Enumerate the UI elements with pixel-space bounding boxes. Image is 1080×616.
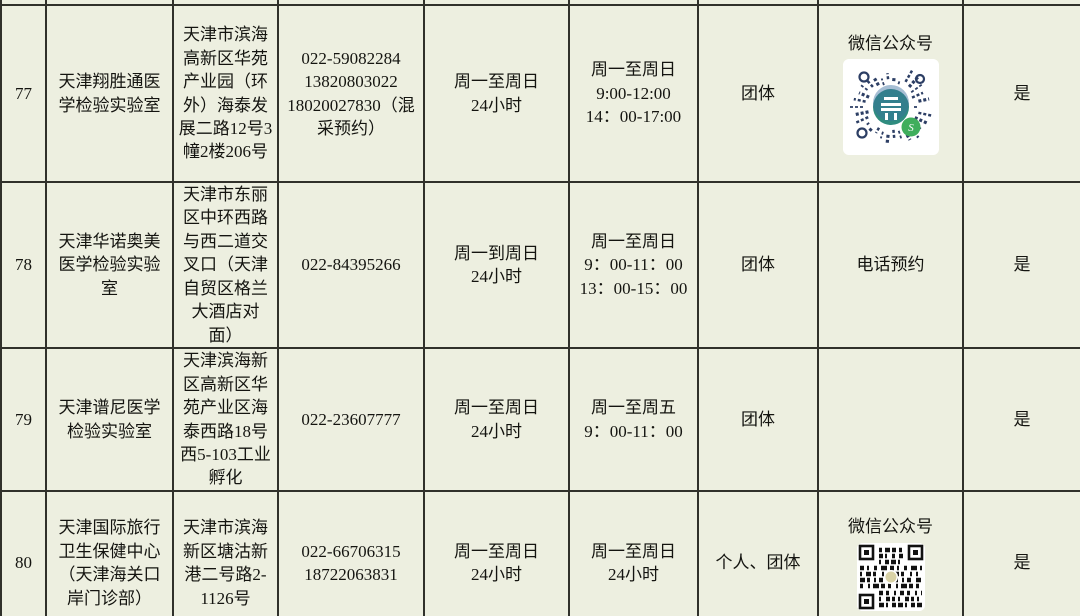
booking-method-cell: 微信公众号 S [817, 4, 964, 183]
booking-method-label: 微信公众号 [848, 517, 933, 537]
service-hours-cell: 周一到周日 24小时 [423, 180, 570, 350]
service-hours-cell: 周一至周日 24小时 [423, 489, 570, 616]
time-slot-cell: 周一至周日 24小时 [568, 489, 699, 616]
row-index-cell: 79 [0, 347, 47, 492]
booking-method-cell: 电话预约 [817, 180, 964, 350]
address-cell: 天津滨海新 区高新区华 苑产业区海 泰西路18号 西5-103工业 孵化 [172, 347, 279, 492]
cropped-row-sliver [0, 0, 1080, 6]
time-slot-cell: 周一至周日 9:00-12:00 14：00-17:00 [568, 4, 699, 183]
table-row: 77 天津翔胜通医 学检验实验室 天津市滨海 高新区华苑 产业园（环 外）海泰发… [0, 4, 1080, 183]
time-slot-cell: 周一至周五 9：00-11：00 [568, 347, 699, 492]
service-hours-cell: 周一至周日 24小时 [423, 347, 570, 492]
address-cell: 天津市滨海 新区塘沽新 港二号路2- 1126号 [172, 489, 279, 616]
wechat-miniprogram-code-icon: S [842, 59, 939, 156]
table-row: 78 天津华诺奥美 医学检验实验 室 天津市东丽 区中环西路 与西二道交 叉口（… [0, 180, 1080, 350]
row-index-cell: 80 [0, 489, 47, 616]
institution-name-cell: 天津华诺奥美 医学检验实验 室 [45, 180, 174, 350]
open-to-public-cell: 是 [962, 180, 1080, 350]
phone-cell: 022-66706315 18722063831 [277, 489, 425, 616]
phone-cell: 022-59082284 13820803022 18020027830（混 采… [277, 4, 425, 183]
row-index-cell: 78 [0, 180, 47, 350]
open-to-public-cell: 是 [962, 4, 1080, 183]
institution-name-cell: 天津谱尼医学 检验实验室 [45, 347, 174, 492]
institution-name-cell: 天津翔胜通医 学检验实验室 [45, 4, 174, 183]
wechat-qr-code-icon [856, 542, 925, 611]
phone-cell: 022-23607777 [277, 347, 425, 492]
client-type-cell: 团体 [697, 347, 819, 492]
table-row: 80 天津国际旅行 卫生保健中心 （天津海关口 岸门诊部） 天津市滨海 新区塘沽… [0, 489, 1080, 616]
client-type-cell: 团体 [697, 180, 819, 350]
open-to-public-cell: 是 [962, 347, 1080, 492]
service-hours-cell: 周一至周日 24小时 [423, 4, 570, 183]
booking-method-cell: 微信公众号 [817, 489, 964, 616]
client-type-cell: 个人、团体 [697, 489, 819, 616]
open-to-public-cell: 是 [962, 489, 1080, 616]
address-cell: 天津市东丽 区中环西路 与西二道交 叉口（天津 自贸区格兰 大酒店对 面） [172, 180, 279, 350]
table-row: 79 天津谱尼医学 检验实验室 天津滨海新 区高新区华 苑产业区海 泰西路18号… [0, 347, 1080, 492]
address-cell: 天津市滨海 高新区华苑 产业园（环 外）海泰发 展二路12号3 幢2楼206号 [172, 4, 279, 183]
svg-text:S: S [908, 122, 914, 134]
row-index-cell: 77 [0, 4, 47, 183]
phone-cell: 022-84395266 [277, 180, 425, 350]
client-type-cell: 团体 [697, 4, 819, 183]
booking-method-cell [817, 347, 964, 492]
time-slot-cell: 周一至周日 9：00-11：00 13：00-15：00 [568, 180, 699, 350]
institution-name-cell: 天津国际旅行 卫生保健中心 （天津海关口 岸门诊部） [45, 489, 174, 616]
booking-method-label: 微信公众号 [848, 33, 933, 53]
